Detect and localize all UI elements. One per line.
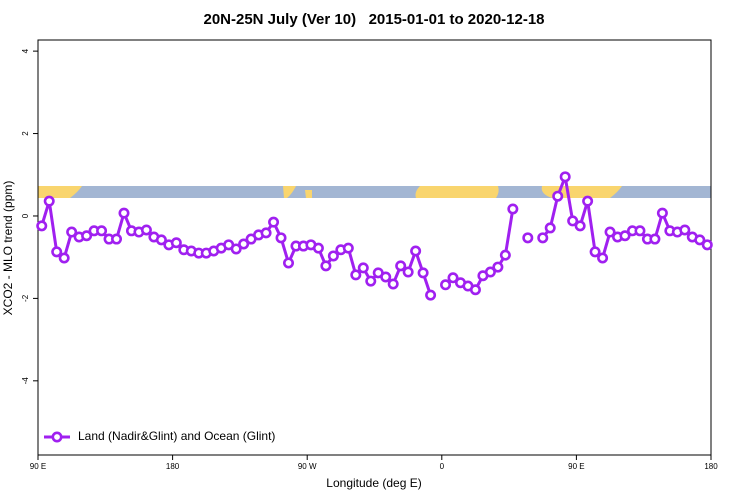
- land-ocean-strip: [38, 186, 711, 198]
- data-point: [66, 226, 78, 238]
- data-point: [283, 257, 295, 269]
- data-point: [559, 171, 571, 183]
- y-tick-label: 4: [21, 48, 30, 53]
- data-point: [492, 261, 504, 273]
- data-point: [469, 284, 481, 296]
- data-point: [656, 207, 668, 219]
- data-point: [327, 250, 339, 262]
- data-point: [484, 266, 496, 278]
- data-point: [230, 243, 242, 255]
- data-point: [679, 224, 691, 236]
- data-point: [567, 215, 579, 227]
- data-point: [357, 262, 369, 274]
- data-point: [118, 207, 130, 219]
- data-point: [589, 246, 601, 258]
- data-point: [111, 233, 123, 245]
- data-point: [380, 271, 392, 283]
- data-point: [402, 266, 414, 278]
- data-point: [597, 252, 609, 264]
- data-point: [365, 275, 377, 287]
- data-point: [260, 227, 272, 239]
- y-tick-label: -2: [21, 294, 30, 302]
- data-point: [634, 225, 646, 237]
- data-point: [537, 232, 549, 244]
- x-tick-label: 90 E: [30, 462, 46, 471]
- data-point: [312, 242, 324, 254]
- data-point: [342, 242, 354, 254]
- plot-frame: [37, 39, 712, 456]
- chart-title: 20N-25N July (Ver 10) 2015-01-01 to 2020…: [203, 11, 544, 28]
- data-point: [36, 220, 48, 232]
- data-point: [395, 260, 407, 272]
- y-tick-label: 2: [21, 131, 30, 136]
- y-tick-label: 0: [21, 213, 30, 218]
- data-point: [604, 226, 616, 238]
- data-point: [410, 245, 422, 257]
- data-point: [320, 260, 332, 272]
- land-patch: [415, 186, 499, 198]
- data-point: [81, 230, 93, 242]
- legend-label: Land (Nadir&Glint) and Ocean (Glint): [78, 429, 275, 443]
- data-point: [499, 249, 511, 261]
- land-patch: [305, 190, 312, 198]
- data-point: [619, 230, 631, 242]
- data-point: [544, 222, 556, 234]
- land-patch: [38, 186, 82, 198]
- data-point: [275, 232, 287, 244]
- data-point: [387, 278, 399, 290]
- x-tick-label: 180: [166, 462, 180, 471]
- data-point: [425, 289, 437, 301]
- y-axis-label: XCO2 - MLO trend (ppm): [1, 181, 15, 316]
- x-tick-label: 180: [704, 462, 718, 471]
- data-point: [694, 234, 706, 246]
- x-tick-label: 0: [440, 462, 445, 471]
- data-point: [140, 224, 152, 236]
- data-point: [238, 238, 250, 250]
- data-point: [552, 190, 564, 202]
- data-point: [701, 239, 713, 251]
- data-point: [582, 195, 594, 207]
- data-point: [574, 220, 586, 232]
- legend-marker: [51, 431, 63, 443]
- data-point: [51, 246, 63, 258]
- data-point: [440, 279, 452, 291]
- x-axis-label: Longitude (deg E): [326, 476, 421, 490]
- data-point: [447, 272, 459, 284]
- data-point: [417, 267, 429, 279]
- land-patch: [283, 186, 296, 198]
- y-tick-label: -4: [21, 377, 30, 385]
- data-point: [350, 269, 362, 281]
- x-tick-label: 90 E: [568, 462, 584, 471]
- data-point: [649, 233, 661, 245]
- data-point: [170, 237, 182, 249]
- data-point: [268, 216, 280, 228]
- data-point: [507, 203, 519, 215]
- data-point: [58, 252, 70, 264]
- data-point: [155, 234, 167, 246]
- data-point: [96, 225, 108, 237]
- data-point: [522, 232, 534, 244]
- data-point: [43, 195, 55, 207]
- x-tick-label: 90 W: [298, 462, 317, 471]
